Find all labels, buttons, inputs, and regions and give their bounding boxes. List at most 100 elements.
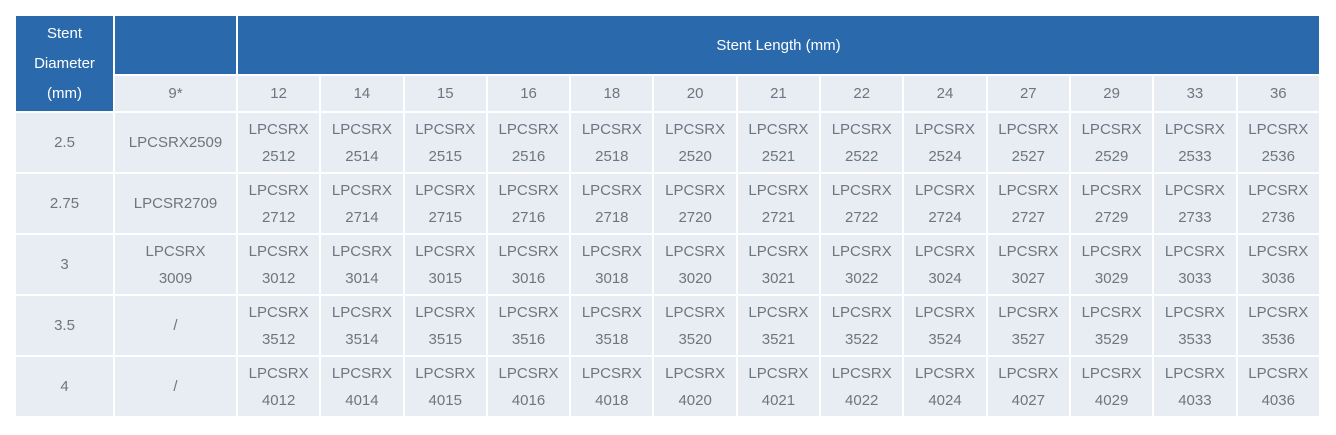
catalog-number-cell: LPCSRX 3033	[1152, 233, 1238, 296]
catalog-number-cell: LPCSRX 3027	[985, 233, 1071, 296]
catalog-number-cell: LPCSRX 3009	[113, 233, 238, 296]
catalog-number-cell: LPCSRX 4020	[652, 355, 738, 418]
catalog-number-cell: LPCSRX 4022	[819, 355, 905, 418]
catalog-number-cell: LPCSRX 2722	[819, 172, 905, 235]
catalog-number-cell: LPCSRX 2727	[985, 172, 1071, 235]
diameter-cell: 2.75	[14, 172, 115, 235]
catalog-number-cell: LPCSRX 3014	[319, 233, 405, 296]
length-column-header: 36	[1235, 74, 1322, 113]
catalog-number-cell: LPCSRX 3518	[569, 294, 655, 357]
catalog-number-cell: LPCSRX 4016	[485, 355, 572, 418]
catalog-number-cell: LPCSRX 2527	[985, 111, 1071, 174]
catalog-number-cell: LPCSRX 2715	[402, 172, 488, 235]
catalog-number-cell: LPCSRX 2721	[735, 172, 822, 235]
catalog-number-cell: LPCSRX 3020	[652, 233, 738, 296]
catalog-number-cell: LPCSRX 2520	[652, 111, 738, 174]
diameter-cell: 2.5	[14, 111, 115, 174]
catalog-number-cell: LPCSR2709	[113, 172, 238, 235]
catalog-number-cell: /	[113, 294, 238, 357]
catalog-number-cell: LPCSRX 2736	[1235, 172, 1322, 235]
catalog-number-cell: LPCSRX 2714	[319, 172, 405, 235]
catalog-number-cell: LPCSRX 4021	[735, 355, 822, 418]
catalog-number-cell: LPCSRX 4012	[235, 355, 322, 418]
catalog-number-cell: LPCSRX 2536	[1235, 111, 1322, 174]
catalog-number-cell: LPCSRX 3521	[735, 294, 822, 357]
length-column-header: 16	[485, 74, 572, 113]
catalog-number-cell: LPCSRX 3012	[235, 233, 322, 296]
catalog-number-cell: LPCSRX 2514	[319, 111, 405, 174]
catalog-number-cell: LPCSRX 2724	[902, 172, 988, 235]
catalog-number-cell: /	[113, 355, 238, 418]
catalog-number-cell: LPCSRX 3514	[319, 294, 405, 357]
catalog-number-cell: LPCSRX 2720	[652, 172, 738, 235]
diameter-cell: 4	[14, 355, 115, 418]
length-column-header: 9*	[113, 74, 238, 113]
header-row-columns: 9* 12 14 15 16 18 20 21 22 24 27 29 33 36	[15, 74, 1322, 113]
catalog-number-cell: LPCSRX 2516	[485, 111, 572, 174]
catalog-number-cell: LPCSRX 4018	[569, 355, 655, 418]
length-column-header: 12	[235, 74, 322, 113]
stent-length-header: Stent Length (mm)	[236, 14, 1321, 76]
table-row: 3 LPCSRX 3009 LPCSRX 3012 LPCSRX 3014 LPCSRX…	[14, 233, 1322, 296]
catalog-number-cell: LPCSRX 3015	[402, 233, 488, 296]
diameter-cell: 3.5	[14, 294, 115, 357]
catalog-number-cell: LPCSRX 4033	[1152, 355, 1238, 418]
catalog-number-cell: LPCSRX 2729	[1068, 172, 1155, 235]
catalog-number-cell: LPCSRX 3516	[485, 294, 572, 357]
catalog-number-cell: LPCSRX 2521	[735, 111, 822, 174]
catalog-number-cell: LPCSRX 3533	[1152, 294, 1238, 357]
catalog-number-cell: LPCSRX 3527	[985, 294, 1071, 357]
catalog-number-cell: LPCSRX 2733	[1152, 172, 1238, 235]
length-column-header: 27	[985, 74, 1071, 113]
catalog-number-cell: LPCSRX 3529	[1068, 294, 1155, 357]
catalog-number-cell: LPCSRX 4027	[985, 355, 1071, 418]
catalog-number-cell: LPCSRX 2518	[569, 111, 655, 174]
catalog-number-cell: LPCSRX 4024	[902, 355, 988, 418]
catalog-number-cell: LPCSRX 3021	[735, 233, 822, 296]
catalog-number-cell: LPCSRX 4029	[1068, 355, 1155, 418]
catalog-number-cell: LPCSRX 2512	[235, 111, 322, 174]
catalog-number-cell: LPCSRX 3524	[902, 294, 988, 357]
catalog-number-cell: LPCSRX 2712	[235, 172, 322, 235]
catalog-number-cell: LPCSRX 2522	[819, 111, 905, 174]
length-column-header: 15	[402, 74, 488, 113]
catalog-number-cell: LPCSRX 3016	[485, 233, 572, 296]
catalog-number-cell: LPCSRX 3022	[819, 233, 905, 296]
table-row: 2.5 LPCSRX2509 LPCSRX 2512 LPCSRX 2514 LPCSR…	[14, 111, 1322, 174]
length-column-header: 29	[1068, 74, 1155, 113]
catalog-number-cell: LPCSRX 3024	[902, 233, 988, 296]
catalog-number-cell: LPCSRX 3515	[402, 294, 488, 357]
length-column-header: 21	[735, 74, 822, 113]
catalog-number-cell: LPCSRX 4014	[319, 355, 405, 418]
catalog-number-cell: LPCSRX 3036	[1235, 233, 1322, 296]
catalog-number-cell: LPCSRX 3536	[1235, 294, 1322, 357]
length-column-header: 24	[902, 74, 988, 113]
catalog-number-cell: LPCSRX 3512	[235, 294, 322, 357]
blank-header-cell	[113, 14, 238, 76]
stent-size-table: Stent Diameter (mm) Stent Length (mm) 9*…	[14, 14, 1322, 418]
catalog-number-cell: LPCSRX 2515	[402, 111, 488, 174]
catalog-number-cell: LPCSRX 2718	[569, 172, 655, 235]
catalog-number-cell: LPCSRX 3018	[569, 233, 655, 296]
diameter-cell: 3	[14, 233, 115, 296]
length-column-header: 14	[319, 74, 405, 113]
header-row-group: Stent Diameter (mm) Stent Length (mm)	[14, 14, 1321, 113]
table-row: 2.75 LPCSR2709 LPCSRX 2712 LPCSRX 2714 LPCSR…	[14, 172, 1322, 235]
catalog-number-cell: LPCSRX 2529	[1068, 111, 1155, 174]
catalog-number-cell: LPCSRX 2524	[902, 111, 988, 174]
table-body: 2.5 LPCSRX2509 LPCSRX 2512 LPCSRX 2514 LPCSR…	[14, 111, 1322, 418]
catalog-number-cell: LPCSRX 3029	[1068, 233, 1155, 296]
catalog-number-cell: LPCSRX 2716	[485, 172, 572, 235]
catalog-number-cell: LPCSRX2509	[113, 111, 238, 174]
catalog-number-cell: LPCSRX 4015	[402, 355, 488, 418]
catalog-number-cell: LPCSRX 3520	[652, 294, 738, 357]
catalog-number-cell: LPCSRX 3522	[819, 294, 905, 357]
length-column-header: 18	[569, 74, 655, 113]
length-column-header: 33	[1152, 74, 1238, 113]
catalog-number-cell: LPCSRX 4036	[1235, 355, 1322, 418]
length-column-header: 20	[652, 74, 738, 113]
length-column-header: 22	[819, 74, 905, 113]
stent-diameter-header: Stent Diameter (mm)	[14, 14, 115, 113]
table-row: 4/LPCSRX 4012 LPCSRX 4014 LPCSRX 4015 LPCSR…	[14, 355, 1322, 418]
